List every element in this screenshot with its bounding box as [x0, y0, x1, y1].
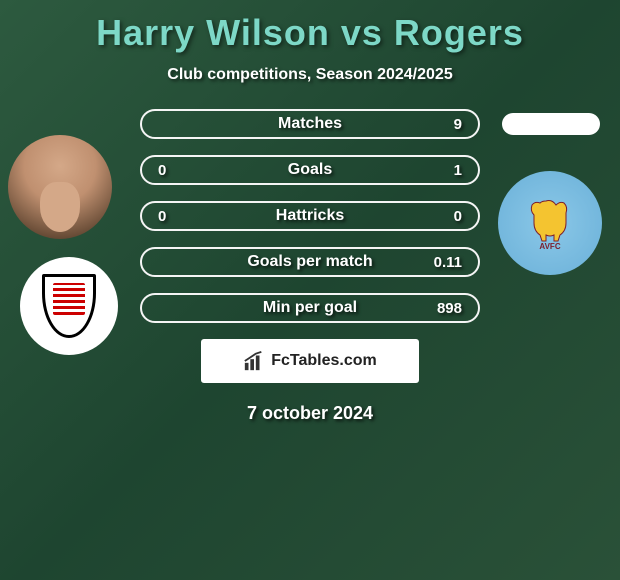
- stat-label: Goals: [288, 161, 332, 179]
- stat-label: Matches: [278, 115, 342, 133]
- stat-left-value: 0: [158, 162, 188, 179]
- svg-text:AVFC: AVFC: [539, 242, 560, 251]
- avfc-lion-icon: AVFC: [520, 193, 580, 253]
- stat-row-hattricks: 0 Hattricks 0: [140, 201, 480, 231]
- source-brand-text: FcTables.com: [271, 352, 377, 370]
- stat-row-matches: Matches 9: [140, 109, 480, 139]
- stat-row-min-per-goal: Min per goal 898: [140, 293, 480, 323]
- stat-label: Min per goal: [263, 299, 357, 317]
- content-area: AVFC Matches 9 0 Goals 1 0 Hattricks 0 G…: [0, 109, 620, 424]
- stat-right-value: 0.11: [432, 254, 462, 271]
- stat-left-value: 0: [158, 208, 188, 225]
- bar-chart-icon: [243, 350, 265, 372]
- stat-right-value: 9: [432, 116, 462, 133]
- stat-label: Goals per match: [247, 253, 372, 271]
- stat-right-value: 898: [432, 300, 462, 317]
- player2-avatar: [502, 113, 600, 135]
- competition-subtitle: Club competitions, Season 2024/2025: [0, 66, 620, 84]
- stat-label: Hattricks: [276, 207, 344, 225]
- player2-club-badge: AVFC: [498, 171, 602, 275]
- stats-container: Matches 9 0 Goals 1 0 Hattricks 0 Goals …: [140, 109, 480, 323]
- stat-right-value: 1: [432, 162, 462, 179]
- comparison-title: Harry Wilson vs Rogers: [0, 0, 620, 54]
- fulham-shield-icon: [42, 274, 96, 338]
- player1-avatar: [8, 135, 112, 239]
- stat-right-value: 0: [432, 208, 462, 225]
- source-badge: FcTables.com: [201, 339, 419, 383]
- stat-row-goals-per-match: Goals per match 0.11: [140, 247, 480, 277]
- player1-club-badge: [20, 257, 118, 355]
- comparison-date: 7 october 2024: [10, 403, 610, 424]
- stat-row-goals: 0 Goals 1: [140, 155, 480, 185]
